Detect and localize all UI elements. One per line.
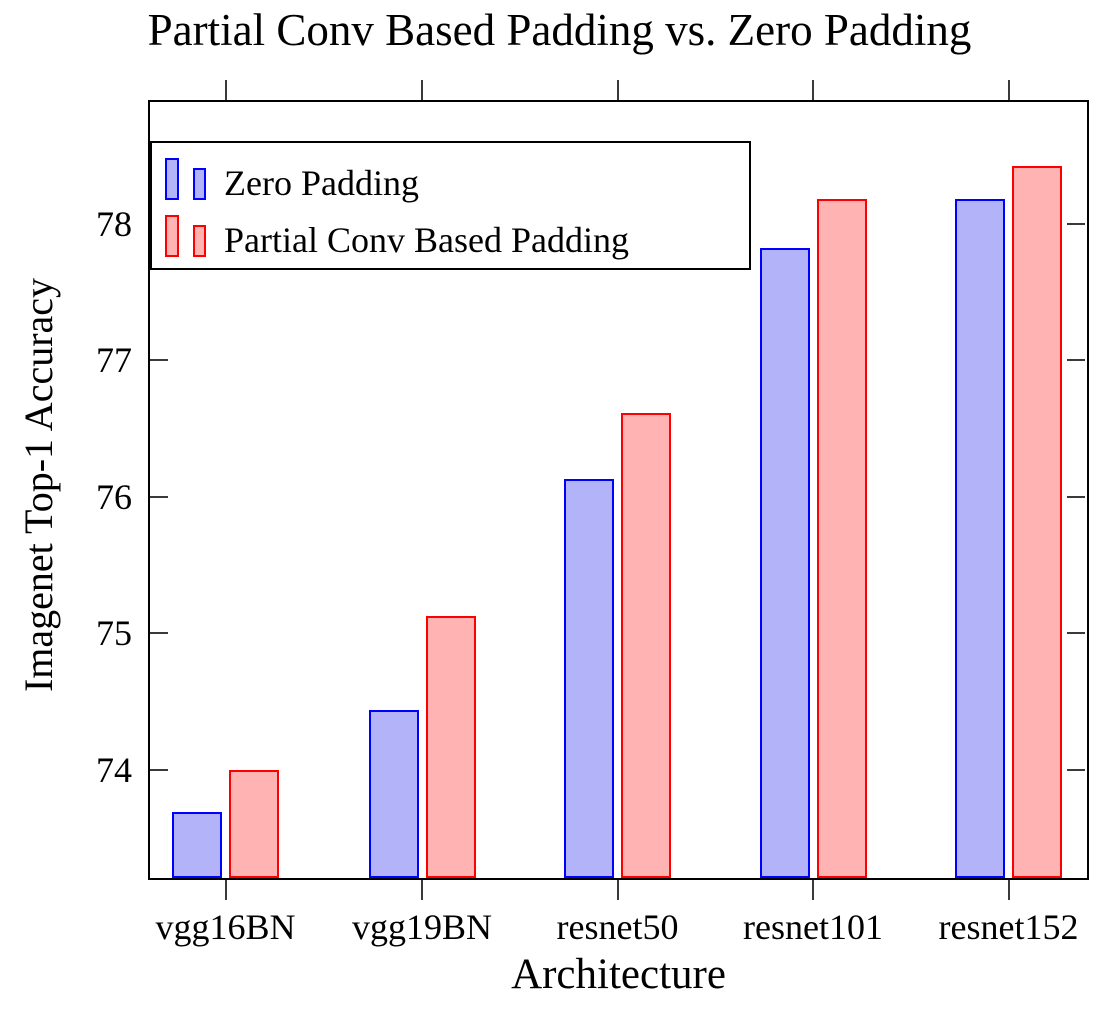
bar-zero-vgg19BN xyxy=(368,710,419,878)
y-tick-left xyxy=(150,495,168,498)
x-axis-label: Architecture xyxy=(511,951,726,998)
x-category-label-resnet152: resnet152 xyxy=(938,907,1079,947)
x-tick-top xyxy=(421,80,423,100)
legend-bar-icon xyxy=(193,167,206,200)
x-tick-top xyxy=(616,80,619,100)
bar-partial-resnet152 xyxy=(1012,166,1062,878)
y-axis-label: Imagenet Top-1 Accuracy xyxy=(16,277,61,693)
y-tick-left xyxy=(150,769,168,772)
legend-entry-zero-padding: Zero Padding xyxy=(165,153,749,201)
y-tick-right xyxy=(1067,359,1085,362)
x-tick-bottom xyxy=(224,880,227,900)
bar-zero-resnet152 xyxy=(955,199,1005,878)
bar-zero-resnet50 xyxy=(564,479,614,878)
bar-zero-vgg16BN xyxy=(172,812,222,878)
y-tick-right xyxy=(1067,632,1085,635)
legend-bar-icon xyxy=(193,225,206,258)
legend-bar-icon xyxy=(165,215,179,258)
x-tick-top xyxy=(1007,80,1010,100)
bar-partial-vgg19BN xyxy=(425,616,476,878)
legend-box: Zero Padding Partial Conv Based Padding xyxy=(150,141,751,270)
y-tick-label: 76 xyxy=(96,476,132,517)
y-tick-right xyxy=(1067,495,1085,498)
legend-swatch-partial-conv xyxy=(165,210,221,258)
y-tick-right xyxy=(1067,769,1085,772)
legend-swatch-zero-padding xyxy=(165,153,221,201)
chart-title: Partial Conv Based Padding vs. Zero Padd… xyxy=(147,5,972,55)
x-tick-bottom xyxy=(616,880,619,900)
x-category-label-resnet101: resnet101 xyxy=(743,907,883,947)
x-tick-bottom xyxy=(421,880,423,900)
y-tick-left xyxy=(150,359,168,362)
y-tick-label: 78 xyxy=(96,203,132,244)
x-category-label-resnet50: resnet50 xyxy=(556,907,679,947)
bar-partial-vgg16BN xyxy=(229,770,279,878)
y-tick-left xyxy=(150,632,168,635)
x-category-label-vgg19BN: vgg19BN xyxy=(351,907,492,947)
x-tick-top xyxy=(224,80,227,100)
legend-entry-partial-conv: Partial Conv Based Padding xyxy=(165,210,749,258)
bar-zero-resnet101 xyxy=(759,248,810,878)
y-tick-label: 77 xyxy=(96,340,132,381)
bar-partial-resnet101 xyxy=(816,199,867,878)
x-tick-top xyxy=(812,80,814,100)
x-tick-bottom xyxy=(1007,880,1010,900)
x-category-label-vgg16BN: vgg16BN xyxy=(155,907,296,947)
y-tick-right xyxy=(1067,222,1085,225)
y-tick-label: 74 xyxy=(96,750,132,791)
legend-bar-icon xyxy=(165,157,179,200)
legend-label-partial-conv: Partial Conv Based Padding xyxy=(224,220,629,261)
legend-label-zero-padding: Zero Padding xyxy=(224,162,419,203)
y-tick-label: 75 xyxy=(96,613,132,654)
bar-partial-resnet50 xyxy=(621,413,671,878)
x-tick-bottom xyxy=(812,880,814,900)
